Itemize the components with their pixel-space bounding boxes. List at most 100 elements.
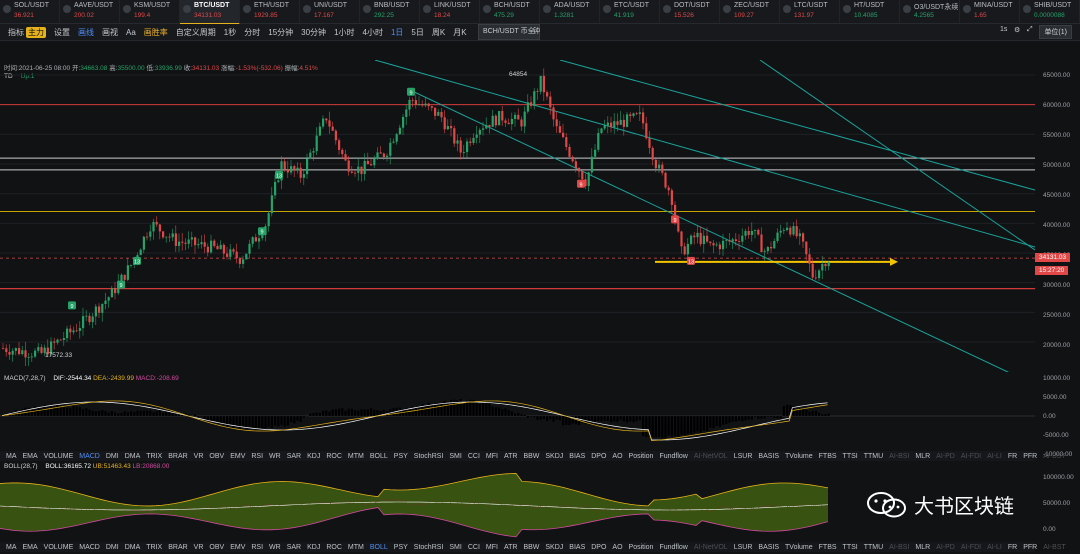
ticker-item[interactable]: ZEC/USDT 109.27	[720, 0, 780, 23]
toolbar-item[interactable]: 5日	[411, 27, 424, 37]
toolbar-item[interactable]: Aa	[126, 27, 136, 37]
toolbar-item[interactable]: 分时	[244, 27, 261, 37]
indicator-tab[interactable]: AI-BST	[1043, 452, 1066, 460]
indicator-tab[interactable]: SMI	[449, 452, 462, 460]
indicator-tab[interactable]: KDJ	[307, 543, 321, 551]
indicator-tab[interactable]: MACD	[79, 452, 100, 460]
toolbar-item[interactable]: 设置	[54, 27, 70, 37]
indicator-tab[interactable]: AI-BSI	[889, 543, 910, 551]
indicator-tab[interactable]: PSY	[393, 452, 408, 460]
indicator-tab[interactable]: MFI	[485, 543, 498, 551]
indicator-tab[interactable]: AI-LI	[987, 543, 1002, 551]
ticker-item[interactable]: UNI/USDT 17.167	[300, 0, 360, 23]
ticker-item[interactable]: AAVE/USDT 200.02	[60, 0, 120, 23]
ticker-item[interactable]: SOL/USDT 36.921	[0, 0, 60, 23]
indicator-tab[interactable]: WR	[269, 543, 281, 551]
indicator-tab[interactable]: BBW	[523, 452, 540, 460]
indicator-tab[interactable]: OBV	[209, 543, 225, 551]
indicator-tab[interactable]: BRAR	[168, 543, 188, 551]
indicator-tab[interactable]: EMA	[22, 543, 38, 551]
indicator-tab[interactable]: AI-FDI	[960, 452, 982, 460]
indicator-tab[interactable]: Position	[628, 452, 654, 460]
indicator-tab[interactable]: KDJ	[307, 452, 321, 460]
indicator-tab[interactable]: MA	[6, 452, 17, 460]
indicator-tab[interactable]: BOLL	[369, 543, 388, 551]
indicator-tab[interactable]: BIAS	[569, 543, 586, 551]
indicator-tab[interactable]: EMV	[230, 543, 246, 551]
boll-chart[interactable]	[0, 473, 1035, 539]
interval-1s[interactable]: 1s	[1000, 26, 1008, 33]
indicator-tab[interactable]: VR	[193, 543, 204, 551]
indicator-tab[interactable]: SKDJ	[545, 543, 564, 551]
indicator-tab[interactable]: MTM	[347, 452, 364, 460]
ticker-item[interactable]: ADA/USDT 1.3281	[540, 0, 600, 23]
ticker-item[interactable]: LINK/USDT 18.24	[420, 0, 480, 23]
toolbar-item[interactable]: 30分钟	[301, 27, 327, 37]
indicator-tab[interactable]: ATR	[503, 452, 518, 460]
indicator-tab[interactable]: DMI	[105, 452, 119, 460]
indicator-tab[interactable]: SMI	[449, 543, 462, 551]
indicator-tab[interactable]: RSI	[251, 543, 264, 551]
indicator-tab[interactable]: BOLL	[369, 452, 388, 460]
indicator-tab[interactable]: TVolume	[785, 452, 813, 460]
ticker-item[interactable]: LTC/USDT 131.97	[780, 0, 840, 23]
symbol-dropdown[interactable]: BCH/USDT 币全	[478, 24, 540, 40]
indicator-tab[interactable]: AO	[612, 543, 623, 551]
indicator-tab[interactable]: TTSI	[842, 452, 858, 460]
ticker-item[interactable]: MINA/USDT 1.65	[960, 0, 1020, 23]
toolbar-item[interactable]: 画胜率	[143, 27, 168, 37]
indicator-tab[interactable]: VR	[193, 452, 204, 460]
indicator-tab[interactable]: AO	[612, 452, 623, 460]
indicator-tab[interactable]: AI-BST	[1043, 543, 1066, 551]
indicator-tab[interactable]: DMA	[124, 543, 141, 551]
indicator-tab[interactable]: PFR	[1023, 543, 1038, 551]
indicator-tab[interactable]: RSI	[251, 452, 264, 460]
indicator-tab[interactable]: TTMU	[863, 452, 884, 460]
ticker-item[interactable]: DOT/USDT 15.526	[660, 0, 720, 23]
indicator-tab[interactable]: DPO	[591, 543, 607, 551]
expand-icon[interactable]: ⤢	[1027, 26, 1033, 33]
indicator-tab[interactable]: BIAS	[569, 452, 586, 460]
indicator-tab[interactable]: ROC	[326, 452, 342, 460]
ticker-item[interactable]: HT/USDT 10.4085	[840, 0, 900, 23]
ticker-item[interactable]: O3/USDT永续 4.2565	[900, 0, 960, 23]
indicator-tab[interactable]: TTMU	[863, 543, 884, 551]
indicator-tab[interactable]: AI-BSI	[889, 452, 910, 460]
indicator-tab[interactable]: Fundflow	[659, 543, 688, 551]
ticker-item[interactable]: KSM/USDT 199.4	[120, 0, 180, 23]
ticker-item[interactable]: BNB/USDT 292.25	[360, 0, 420, 23]
toolbar-item[interactable]: 画线	[78, 27, 94, 37]
indicator-tab[interactable]: WR	[269, 452, 281, 460]
indicator-tab[interactable]: ATR	[503, 543, 518, 551]
ticker-item[interactable]: SHIB/USDT 0.0000088	[1020, 0, 1080, 23]
indicator-tab[interactable]: EMV	[230, 452, 246, 460]
indicator-tab[interactable]: Fundflow	[659, 452, 688, 460]
toolbar-item[interactable]: 1秒	[223, 27, 237, 37]
indicator-tab[interactable]: OBV	[209, 452, 225, 460]
indicator-tab[interactable]: FTBS	[818, 543, 837, 551]
toolbar-item[interactable]: 周K	[431, 27, 446, 37]
indicator-tab[interactable]: DMI	[105, 543, 119, 551]
toolbar-item[interactable]: 画视	[102, 27, 118, 37]
ticker-item[interactable]: BCH/USDT 475.29	[480, 0, 540, 23]
indicator-tab[interactable]: Position	[628, 543, 654, 551]
indicator-tab[interactable]: DPO	[591, 452, 607, 460]
indicator-tab[interactable]: MLR	[915, 452, 931, 460]
indicator-tab[interactable]: DMA	[124, 452, 141, 460]
indicator-tab[interactable]: StochRSI	[413, 543, 444, 551]
indicator-tab[interactable]: FR	[1007, 452, 1018, 460]
indicator-tab[interactable]: MACD	[79, 543, 100, 551]
macd-chart[interactable]	[0, 384, 1035, 450]
toolbar-item[interactable]: 15分钟	[268, 27, 294, 37]
indicator-tab[interactable]: BBW	[523, 543, 540, 551]
indicator-tab[interactable]: ROC	[326, 543, 342, 551]
ticker-item[interactable]: ETH/USDT 1929.85	[240, 0, 300, 23]
ticker-item[interactable]: ETC/USDT 41.919	[600, 0, 660, 23]
toolbar-item[interactable]: 4小时	[362, 27, 383, 37]
indicator-tab[interactable]: BASIS	[758, 543, 780, 551]
indicator-tab[interactable]: AI-NetVOL	[693, 452, 728, 460]
indicator-tab[interactable]: CCI	[467, 543, 480, 551]
indicator-tab[interactable]: SAR	[286, 452, 302, 460]
indicator-tab[interactable]: BASIS	[758, 452, 780, 460]
indicator-tab[interactable]: AI-LI	[987, 452, 1002, 460]
